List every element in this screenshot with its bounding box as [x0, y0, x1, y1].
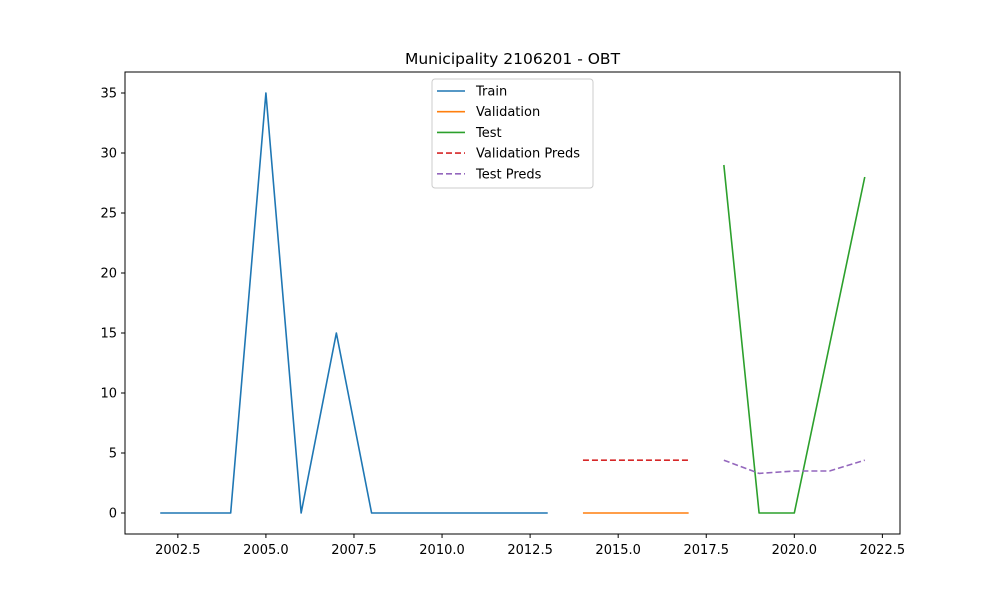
series-line-train — [160, 92, 548, 514]
legend: Train Validation Test Validation Preds Test … — [431, 78, 594, 189]
legend-label: Train — [475, 85, 507, 100]
x-tick-label: 2022.5 — [860, 543, 906, 558]
y-tick-label: 35 — [100, 87, 117, 102]
y-tick-label: 0 — [109, 507, 117, 522]
y-tick-label: 5 — [109, 447, 117, 462]
legend-items: Train Validation Test Validation Preds Test … — [437, 85, 580, 182]
legend-label: Validation — [476, 105, 540, 120]
x-tick-label: 2002.5 — [155, 543, 201, 558]
y-tick-label: 10 — [100, 387, 117, 402]
legend-box — [431, 78, 594, 189]
x-tick-label: 2020.0 — [772, 543, 818, 558]
y-tick-label: 25 — [100, 207, 117, 222]
x-axis: 2002.5 2005.0 2007.5 2010.0 2012.5 2015.0 2017… — [155, 534, 905, 558]
y-tick-label: 30 — [100, 147, 117, 162]
x-tick-label: 2012.5 — [507, 543, 553, 558]
series-line-test-preds — [723, 459, 866, 475]
x-tick-label: 2007.5 — [331, 543, 377, 558]
x-tick-label: 2005.0 — [243, 543, 289, 558]
y-axis: 0 5 10 15 20 25 30 35 — [100, 87, 125, 522]
x-tick-label: 2017.5 — [684, 543, 730, 558]
plot-frame — [124, 71, 901, 535]
x-tick-label: 2010.0 — [419, 543, 465, 558]
x-tick-label: 2015.0 — [595, 543, 641, 558]
legend-label: Test Preds — [475, 167, 542, 182]
series-line-test — [723, 164, 866, 514]
legend-label: Validation Preds — [476, 147, 580, 162]
y-tick-label: 15 — [100, 327, 117, 342]
series-layer — [160, 92, 866, 514]
y-tick-label: 20 — [100, 267, 117, 282]
chart-title: Municipality 2106201 - OBT — [405, 50, 621, 68]
legend-label: Test — [475, 126, 502, 141]
